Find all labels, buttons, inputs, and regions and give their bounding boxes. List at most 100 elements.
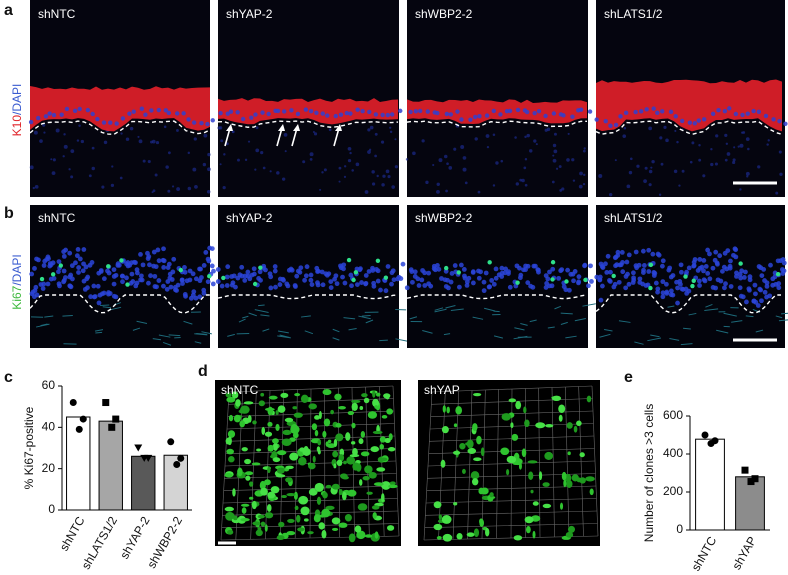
nucleus <box>604 270 610 275</box>
nucleus <box>369 125 374 130</box>
nucleus <box>660 258 666 264</box>
clone <box>506 469 510 476</box>
x-tick-label: shNTC <box>57 514 88 554</box>
nucleus <box>733 146 736 149</box>
clone <box>227 430 236 438</box>
nucleus <box>416 283 422 288</box>
nucleus <box>643 283 649 288</box>
nucleus <box>125 260 131 265</box>
nucleus <box>321 171 324 174</box>
nucleus <box>462 273 467 279</box>
clone <box>292 432 299 439</box>
fiber <box>667 305 675 308</box>
nucleus <box>714 162 718 166</box>
clone <box>532 530 536 539</box>
clone <box>589 488 594 496</box>
nucleus <box>268 274 274 280</box>
nucleus <box>176 129 179 132</box>
nucleus <box>354 282 360 288</box>
nucleus <box>56 259 62 265</box>
nucleus <box>458 262 464 268</box>
fiber <box>158 334 171 338</box>
clone <box>544 451 554 460</box>
nucleus <box>582 149 586 153</box>
nucleus <box>572 269 578 274</box>
nucleus <box>359 280 364 285</box>
fiber <box>254 309 269 314</box>
nucleus <box>373 112 379 117</box>
nucleus <box>68 272 74 278</box>
stain-dapi: /DAPI <box>10 84 24 115</box>
nucleus <box>260 110 265 115</box>
clone <box>466 439 474 449</box>
data-point <box>751 475 759 483</box>
nucleus <box>50 158 53 161</box>
nucleus <box>675 285 680 291</box>
clone <box>542 503 552 509</box>
fiber <box>277 335 291 339</box>
nucleus <box>235 110 240 115</box>
nucleus <box>63 144 68 149</box>
nucleus <box>262 166 266 170</box>
nucleus <box>203 133 208 138</box>
nucleus <box>697 257 703 262</box>
arrow-head <box>226 124 233 131</box>
clone <box>470 471 480 480</box>
fiber <box>520 323 528 326</box>
nucleus <box>134 267 140 273</box>
nucleus <box>391 277 397 283</box>
nucleus <box>295 111 301 117</box>
clone <box>467 447 477 455</box>
nucleus <box>194 185 198 189</box>
nucleus <box>357 267 363 273</box>
nucleus <box>145 250 150 256</box>
clone <box>249 496 254 500</box>
ki67-cell <box>221 275 226 281</box>
nucleus <box>644 166 648 170</box>
nucleus <box>245 269 251 275</box>
nucleus <box>608 269 613 275</box>
nucleus <box>61 253 67 259</box>
nucleus <box>197 294 203 300</box>
clone <box>276 467 285 474</box>
clone <box>286 492 296 497</box>
clone <box>272 438 279 444</box>
nucleus <box>156 278 162 283</box>
nucleus <box>269 170 272 173</box>
nucleus <box>555 167 559 170</box>
fiber <box>152 338 162 341</box>
fiber <box>484 307 496 312</box>
nucleus <box>82 286 88 292</box>
nucleus <box>219 283 225 289</box>
nucleus <box>565 267 571 273</box>
nucleus <box>137 135 140 139</box>
nucleus <box>202 162 207 167</box>
data-point <box>747 478 755 486</box>
nucleus <box>618 114 623 119</box>
fiber <box>778 319 788 322</box>
clone <box>379 444 385 450</box>
nucleus <box>308 277 314 283</box>
nucleus <box>120 279 125 285</box>
nucleus <box>62 275 68 280</box>
nucleus <box>453 147 457 151</box>
nucleus <box>778 150 782 154</box>
clone <box>348 533 356 543</box>
clone <box>478 487 484 495</box>
nucleus <box>215 267 221 272</box>
nucleus <box>660 109 665 114</box>
nucleus <box>77 256 83 262</box>
clone <box>275 410 279 415</box>
clone <box>231 391 239 399</box>
clone <box>472 423 478 432</box>
nucleus <box>400 261 406 267</box>
nucleus <box>464 181 468 185</box>
clone <box>372 430 383 435</box>
nucleus <box>715 134 719 138</box>
clone <box>459 442 466 450</box>
nucleus <box>90 111 95 117</box>
clone <box>225 511 235 521</box>
nucleus <box>484 113 490 118</box>
nucleus <box>375 268 381 274</box>
nucleus <box>272 268 278 274</box>
